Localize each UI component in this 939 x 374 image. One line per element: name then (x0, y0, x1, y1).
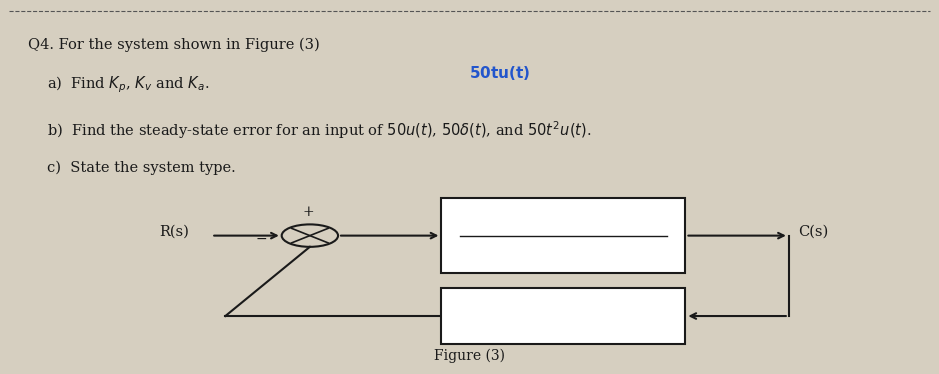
Text: +: + (302, 205, 314, 219)
Text: Figure (3): Figure (3) (434, 349, 505, 363)
Text: (s + 3): (s + 3) (537, 309, 590, 323)
Text: R(s): R(s) (160, 225, 190, 239)
Text: a)  Find $K_p$, $K_v$ and $K_a$.: a) Find $K_p$, $K_v$ and $K_a$. (47, 75, 209, 95)
Text: $-$: $-$ (255, 230, 268, 245)
Text: $\mathbf{50tu(t)}$: $\mathbf{50tu(t)}$ (470, 64, 531, 82)
Text: c)  State the system type.: c) State the system type. (47, 161, 236, 175)
Text: Q4. For the system shown in Figure (3): Q4. For the system shown in Figure (3) (28, 37, 320, 52)
Text: b)  Find the steady-state error for an input of $50u(t)$, $50\delta(t)$, and $50: b) Find the steady-state error for an in… (47, 120, 592, 141)
Text: 5: 5 (559, 215, 568, 230)
Bar (441, 198, 685, 273)
Text: C(s): C(s) (798, 225, 828, 239)
Bar (441, 288, 685, 344)
Text: s(s + 1)(s + 2): s(s + 1)(s + 2) (513, 243, 614, 258)
